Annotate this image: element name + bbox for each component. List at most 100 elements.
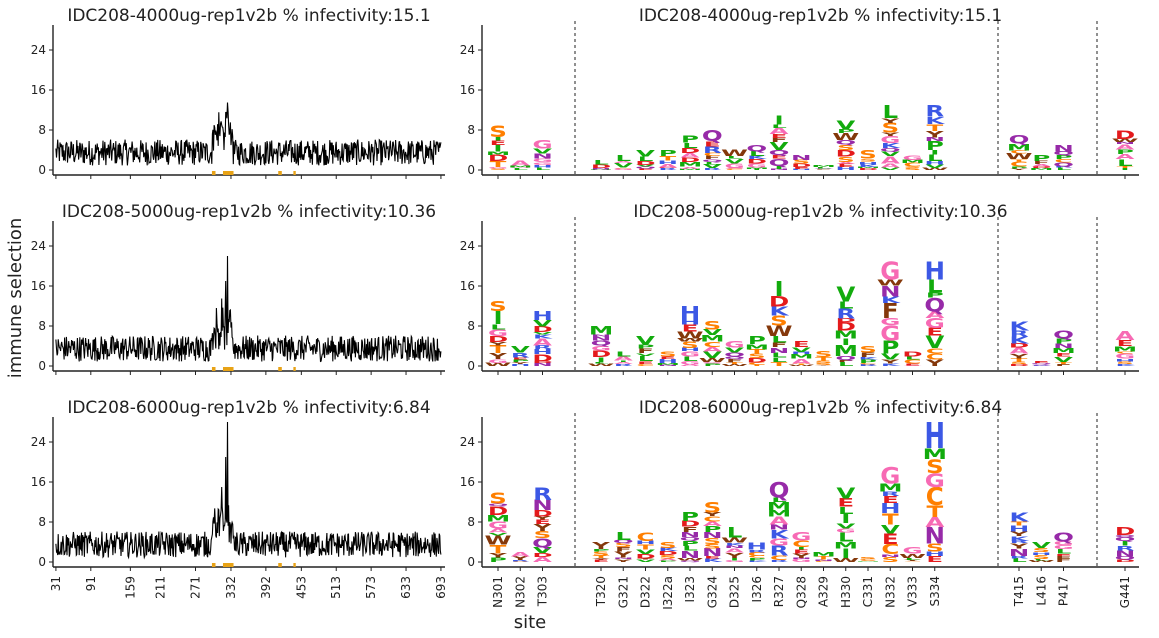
logo-letter: Y (925, 130, 945, 140)
logo-letter: V (636, 548, 655, 555)
logo-letter: S (859, 158, 877, 162)
logo-letter: M (811, 165, 835, 168)
logo-letter: P (859, 359, 877, 364)
logo-letter: V (881, 522, 900, 536)
logo-letter: N (591, 336, 612, 342)
logo-letter: N (769, 169, 790, 171)
logo-letter: A (1116, 143, 1135, 152)
logo-letter: S (1116, 361, 1134, 365)
logo-panel-3: IDC208-6000ug-rep1v2b % infectivity:6.84… (460, 398, 1139, 610)
logo-letter: M (508, 165, 532, 168)
logo-letter: Q (1053, 151, 1074, 157)
logo-letter: D (1009, 343, 1029, 350)
logo-letter: S (703, 537, 721, 546)
logo-letter: G (532, 158, 552, 163)
logo-letter: K (881, 142, 901, 150)
logo-letter: T (815, 357, 832, 362)
logo-letter: G (1053, 541, 1073, 547)
logo-letter: E (512, 357, 529, 360)
logo-letter: Y (702, 512, 721, 517)
logo-letter: D (902, 350, 922, 358)
logo-letter: P (1116, 149, 1134, 156)
y-tick-label: 0 (467, 163, 475, 177)
highlight-mark (231, 367, 234, 371)
logo-letter: V (636, 149, 656, 159)
logo-letter: G (488, 328, 508, 338)
logo-panel-title: IDC208-4000ug-rep1v2b % infectivity:15.1 (639, 6, 1002, 26)
logo-letter: I (493, 137, 502, 142)
logo-letter: L (1117, 158, 1133, 168)
logo-letter: R (770, 543, 789, 559)
logo-letter: L (771, 352, 787, 360)
logo-letter: D (488, 335, 508, 344)
logo-letter: M (745, 343, 769, 351)
y-tick-label: 8 (38, 319, 46, 333)
logo-letter: W (676, 338, 703, 342)
x-tick-label: 211 (154, 576, 168, 599)
logo-letter: I (774, 113, 783, 128)
logo-letter: S (926, 542, 944, 554)
logo-letter: Q (1115, 556, 1136, 561)
logo-letter: Q (1053, 330, 1074, 342)
panels: IDC208-4000ug-rep1v2b % infectivity:15.1… (31, 6, 1139, 610)
logo-letter: E (793, 340, 810, 350)
logo-letter: W (484, 533, 511, 548)
logo-letter: T (748, 348, 766, 355)
logo-letter: D (836, 320, 856, 334)
logo-letter: V (925, 164, 944, 169)
logo-letter: L (593, 159, 609, 166)
logo-panel-1: IDC208-4000ug-rep1v2b % infectivity:15.1… (460, 6, 1139, 179)
highlight-mark (279, 367, 282, 371)
logo-letter: Q (746, 144, 767, 154)
logo-letter: Q (924, 295, 945, 316)
logo-letter: P (681, 134, 699, 145)
logo-letter: D (635, 553, 655, 560)
logo-letter: S (815, 350, 833, 360)
site-tick-label: N302 (513, 576, 527, 608)
logo-letter: V (836, 118, 855, 133)
logo-letter: V (792, 346, 811, 353)
logo-letter: H (635, 540, 656, 545)
logo-letter: T (771, 361, 789, 367)
logo-letter: Q (835, 139, 856, 146)
logo-letter: K (881, 295, 901, 305)
logo-letter: Y (1009, 353, 1030, 361)
logo-letter: V (533, 332, 553, 335)
logo-letter: F (771, 342, 788, 349)
logo-letter: Q (702, 127, 723, 145)
logo-letter: W (676, 557, 703, 561)
logo-letter: V (614, 162, 633, 169)
logo-letter: V (533, 319, 553, 329)
logo-letter: T (926, 123, 943, 133)
logo-letter: I (841, 337, 850, 347)
logo-letter: D (1009, 364, 1029, 367)
logo-letter: K (747, 560, 767, 562)
logo-letter: Y (613, 550, 633, 560)
logo-letter: E (490, 140, 507, 147)
logo-letter: Y (813, 365, 833, 366)
logo-letter: P (837, 129, 855, 135)
logo-letter: L (1011, 558, 1027, 564)
y-tick-label: 8 (467, 515, 475, 529)
logo-letter: K (859, 356, 880, 360)
logo-letter: G (880, 317, 900, 328)
logo-letter: F (771, 137, 788, 144)
logo-letter: V (836, 522, 855, 530)
logo-letter: Y (880, 359, 899, 365)
logo-letter: G (680, 361, 700, 366)
logo-letter: E (837, 164, 854, 168)
x-tick-label: 633 (399, 576, 413, 599)
site-tick-label: D325 (728, 576, 742, 608)
